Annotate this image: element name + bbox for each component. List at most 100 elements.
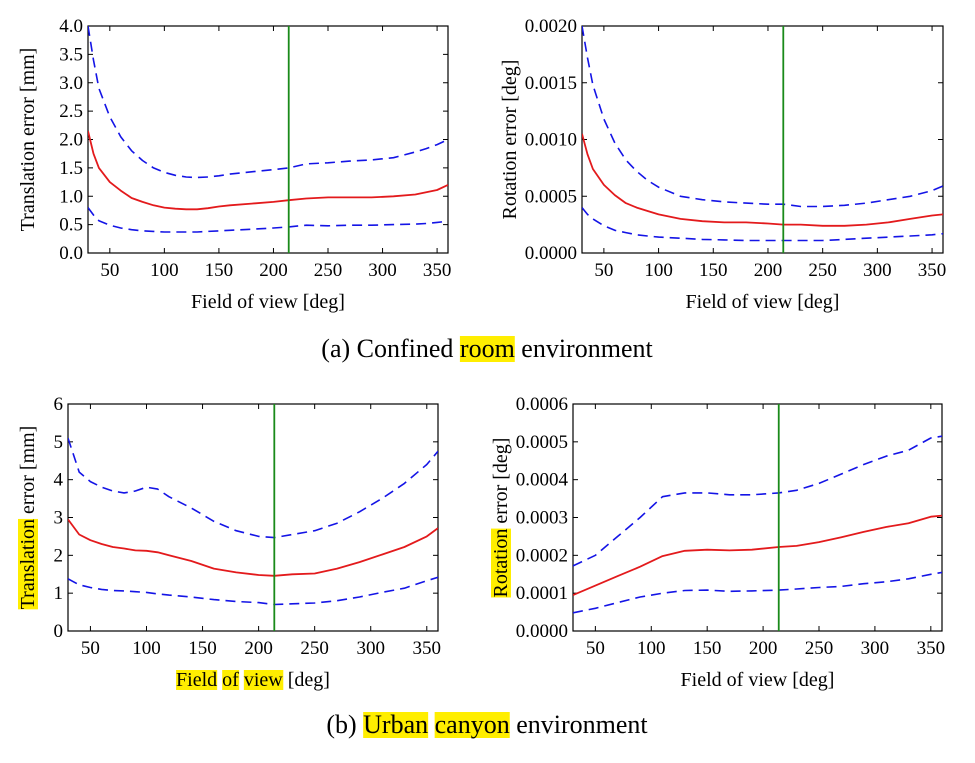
x-axis-label-word: view	[254, 291, 298, 313]
x-tick-label: 350	[423, 260, 452, 281]
x-tick-label: 350	[917, 638, 946, 659]
series-bound-line	[68, 437, 438, 539]
y-tick-label: 1.0	[59, 186, 83, 207]
x-axis-label: Field of view [deg]	[686, 291, 840, 313]
y-tick-label: 1.5	[59, 158, 83, 179]
caption-b-part: canyon	[435, 710, 510, 739]
x-tick-label: 250	[300, 638, 329, 659]
x-tick-label: 200	[244, 638, 273, 659]
y-tick-label: 0.0005	[525, 186, 577, 207]
y-axis-label: Translation error [mm]	[17, 48, 39, 232]
y-axis-label-word: [deg]	[490, 438, 512, 485]
x-tick-label: 350	[918, 260, 947, 281]
y-tick-label: 4.0	[59, 16, 83, 37]
x-tick-label: 200	[749, 638, 778, 659]
chart-a-left: 50 100 150 200 250 300 350 0.0 0.5 1.0 1.5 2.0 2.5 3.…	[17, 16, 451, 313]
chart-a-right: 50 100 150 200 250 300 350 0.0000 0.0005 0.0010 0.…	[499, 16, 946, 313]
caption-a-part: room	[460, 334, 515, 363]
x-axis-label-word: view	[743, 669, 787, 691]
y-axis-label-text: Rotation error [deg]	[490, 438, 512, 598]
x-tick-label: 100	[132, 638, 161, 659]
y-tick-label: 0.5	[59, 215, 83, 236]
y-tick-label: 0.0	[59, 243, 83, 264]
highlight-box	[243, 670, 284, 690]
series-mean-line	[582, 133, 943, 227]
plot-frame	[67, 403, 439, 632]
y-tick-label: 4	[54, 470, 64, 491]
x-tick-label: 100	[637, 638, 666, 659]
x-axis-label-word: [deg]	[792, 291, 839, 313]
x-tick-label: 250	[805, 638, 834, 659]
highlight-box	[176, 670, 218, 690]
y-axis-label-text: Translation error [mm]	[17, 426, 39, 610]
series-bound-line	[573, 571, 942, 614]
x-axis-label-word: [deg]	[283, 669, 330, 691]
caption-b-part: (b)	[326, 710, 363, 739]
y-axis-label-word: error	[17, 97, 39, 141]
caption-a-text: (a) Confined room environment	[321, 334, 653, 363]
y-tick-label: 0.0000	[525, 243, 577, 264]
x-axis-label-word: of	[727, 291, 749, 313]
x-axis-label: Field of view [deg]	[176, 669, 330, 691]
x-axis-label-word: [deg]	[787, 669, 834, 691]
series-mean-line	[88, 130, 448, 211]
series-bound-line	[582, 207, 943, 242]
x-axis-label-word: Field	[176, 669, 217, 691]
caption-b-part: Urban	[363, 710, 428, 739]
x-axis-label-word: Field	[681, 669, 722, 691]
plot-frame	[581, 25, 944, 254]
y-axis-label-word: Rotation	[499, 151, 521, 220]
y-tick-label: 0.0003	[516, 508, 568, 529]
y-axis-label-word: error	[17, 475, 39, 519]
x-tick-label: 250	[314, 260, 343, 281]
x-axis-label-word: Field	[191, 291, 232, 313]
x-axis-label-word: Field	[686, 291, 727, 313]
y-axis-label-word: error	[490, 484, 512, 528]
x-tick-label: 150	[699, 260, 728, 281]
x-axis-label-word: view	[239, 669, 283, 691]
y-tick-label: 0.0001	[516, 583, 568, 604]
x-axis-label-word: of	[217, 669, 239, 691]
x-axis-label-word: view	[748, 291, 792, 313]
caption-a-part: (a) Confined	[321, 334, 460, 363]
y-axis-label-word: [mm]	[17, 426, 39, 475]
x-axis-label-text: Field of view [deg]	[681, 669, 835, 691]
x-axis-label-word: [deg]	[298, 291, 345, 313]
x-tick-label: 200	[259, 260, 288, 281]
x-axis-label: Field of view [deg]	[191, 291, 345, 313]
y-tick-label: 2.0	[59, 130, 83, 151]
caption-b-part: environment	[510, 710, 649, 739]
y-axis-label: Translation error [mm]	[17, 426, 39, 610]
series-bound-line	[573, 435, 942, 567]
x-tick-label: 300	[368, 260, 397, 281]
x-tick-label: 100	[150, 260, 179, 281]
y-tick-label: 0.0004	[516, 470, 569, 491]
highlight-box	[222, 670, 240, 690]
series-bound-line	[582, 26, 943, 208]
x-tick-label: 250	[808, 260, 837, 281]
caption-b: (b) Urban canyon environment	[326, 710, 648, 739]
y-tick-label: 3.0	[59, 73, 83, 94]
chart-b-left: 50 100 150 200 250 300 350 0 1 2 3 4 5 6 Field of view…	[17, 394, 441, 691]
x-tick-label: 50	[594, 260, 613, 281]
x-tick-label: 150	[693, 638, 722, 659]
caption-b-text: (b) Urban canyon environment	[326, 710, 648, 739]
y-axis-label-word: Translation	[17, 519, 39, 609]
highlight-box	[491, 528, 511, 598]
highlight-box	[459, 336, 515, 362]
y-tick-label: 0.0020	[525, 16, 577, 37]
y-axis-label-word: Rotation	[490, 529, 512, 598]
chart-b-right: 50 100 150 200 250 300 350 0.0000 0.0001 0.0002 0.…	[490, 394, 945, 691]
series-bound-line	[88, 26, 448, 179]
y-tick-label: 5	[54, 432, 64, 453]
x-tick-label: 300	[861, 638, 890, 659]
y-tick-label: 3.5	[59, 44, 83, 65]
y-tick-label: 1	[54, 583, 64, 604]
plot-frame	[87, 25, 449, 254]
y-tick-label: 0.0002	[516, 545, 568, 566]
y-axis-label-word: [mm]	[17, 48, 39, 97]
y-tick-label: 0.0005	[516, 432, 568, 453]
y-axis-label: Rotation error [deg]	[499, 60, 521, 220]
y-axis-label-word: Translation	[17, 141, 39, 231]
